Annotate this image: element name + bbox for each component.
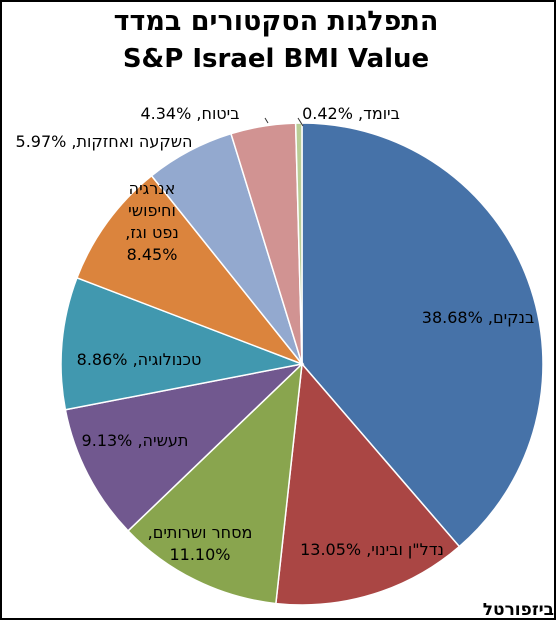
slice-data-label: מסחר ושרותים, 11.10%: [148, 523, 253, 564]
pie-slice: [127, 362, 303, 605]
chart-subtitle: S&P Israel BMI Value: [122, 44, 430, 74]
pie-slice: [275, 362, 461, 606]
slice-data-label: נדל"ן ובינוי, 13.05%: [300, 540, 444, 559]
slice-data-label: ביומד, 0.42%: [302, 104, 400, 123]
slice-data-label: תעשיה, 9.13%: [82, 431, 189, 450]
chart-title: התפלגות הסקטורים במדד: [113, 6, 439, 37]
source-credit: ביזפורטל: [482, 600, 554, 620]
slice-data-label: בנקים, 38.68%: [422, 308, 534, 327]
pie-slice: [64, 362, 305, 532]
pie-slice: [294, 122, 303, 365]
label-leader-line: [297, 117, 304, 127]
slice-data-label: טכנולוגיה, 8.86%: [77, 350, 202, 369]
slice-data-label: ביטוח, 4.34%: [140, 104, 239, 123]
label-leader-line: [264, 117, 269, 124]
slice-data-label: השקעה ואחזקות, 5.97%: [16, 132, 193, 151]
pie-slice: [301, 122, 544, 548]
slice-data-label: אנרגיה וחיפושי נפט וגז, 8.45%: [125, 179, 178, 264]
pie-slice: [75, 174, 305, 366]
pie-slice: [60, 276, 305, 411]
